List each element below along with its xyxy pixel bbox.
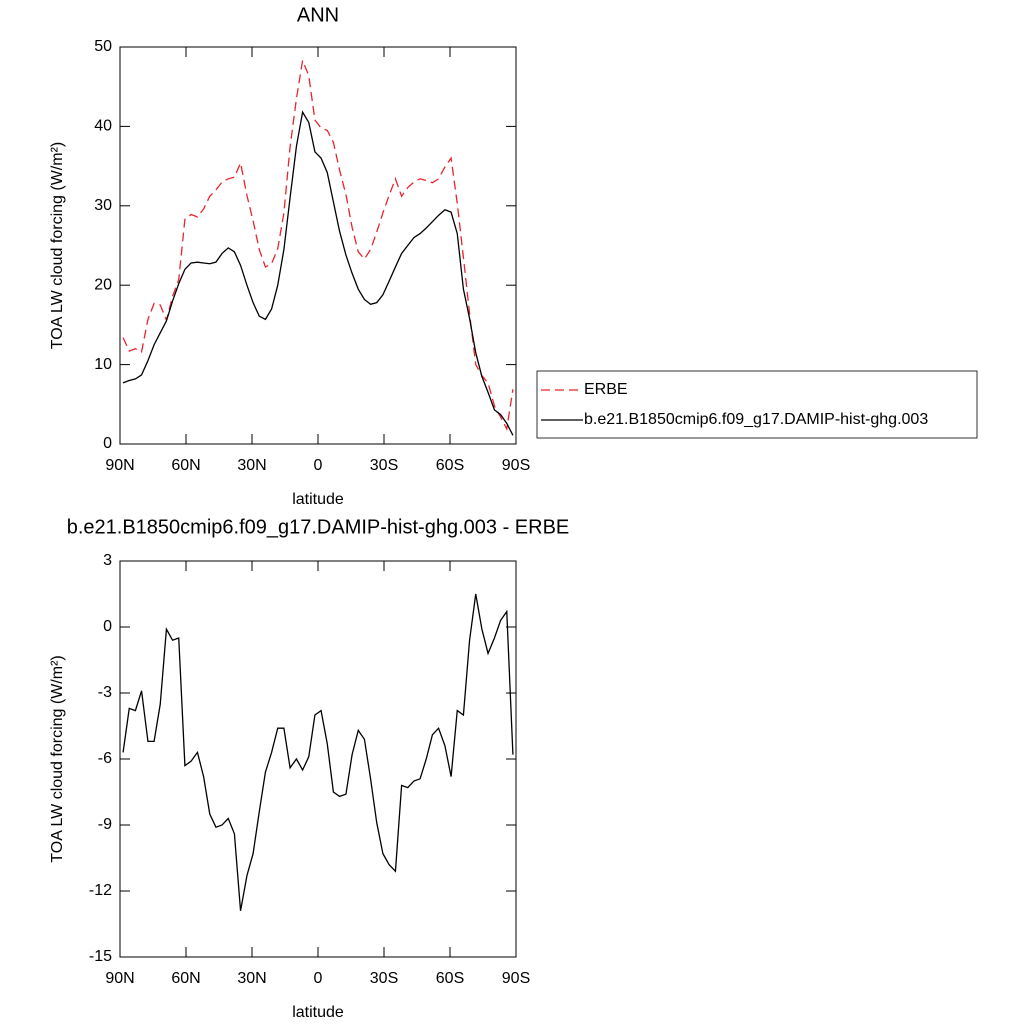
y-tick-label: -9	[98, 816, 112, 833]
y-tick-label: 0	[103, 618, 112, 635]
x-tick-label: 30S	[370, 457, 398, 474]
x-tick-label: 90N	[105, 970, 134, 987]
y-axis-label: TOA LW cloud forcing (W/m²)	[49, 142, 66, 349]
y-tick-label: 20	[94, 276, 112, 293]
x-tick-label: 60S	[436, 970, 464, 987]
y-tick-label: 10	[94, 356, 112, 373]
x-tick-label: 90S	[502, 970, 530, 987]
y-axis-label: TOA LW cloud forcing (W/m²)	[49, 655, 66, 862]
x-tick-label: 60N	[171, 970, 200, 987]
x-tick-label: 0	[314, 457, 323, 474]
y-tick-label: -15	[89, 948, 112, 965]
y-tick-label: -3	[98, 684, 112, 701]
y-tick-label: 50	[94, 38, 112, 55]
plot-frame	[119, 46, 517, 445]
y-tick-label: 3	[103, 552, 112, 569]
x-tick-label: 90S	[502, 457, 530, 474]
x-tick-label: 60N	[171, 457, 200, 474]
data-line	[122, 110, 514, 436]
x-tick-label: 60S	[436, 457, 464, 474]
x-tick-label: 30N	[237, 970, 266, 987]
y-tick-label: 0	[103, 435, 112, 452]
x-axis-label: latitude	[292, 491, 344, 508]
chart-title: b.e21.B1850cmip6.f09_g17.DAMIP-hist-ghg.…	[67, 516, 570, 538]
data-line	[122, 58, 514, 431]
y-tick-label: -6	[98, 750, 112, 767]
x-tick-label: 90N	[105, 457, 134, 474]
x-axis-label: latitude	[292, 1004, 344, 1021]
y-tick-label: 40	[94, 118, 112, 135]
chart-title: ANN	[297, 4, 339, 26]
legend-label: ERBE	[584, 381, 628, 398]
y-tick-label: 30	[94, 197, 112, 214]
y-tick-label: -12	[89, 882, 112, 899]
plot-frame	[119, 560, 517, 958]
x-tick-label: 0	[314, 970, 323, 987]
x-tick-label: 30S	[370, 970, 398, 987]
legend-box	[536, 370, 978, 439]
legend-label: b.e21.B1850cmip6.f09_g17.DAMIP-hist-ghg.…	[584, 411, 928, 428]
x-tick-label: 30N	[237, 457, 266, 474]
data-line	[122, 593, 514, 911]
